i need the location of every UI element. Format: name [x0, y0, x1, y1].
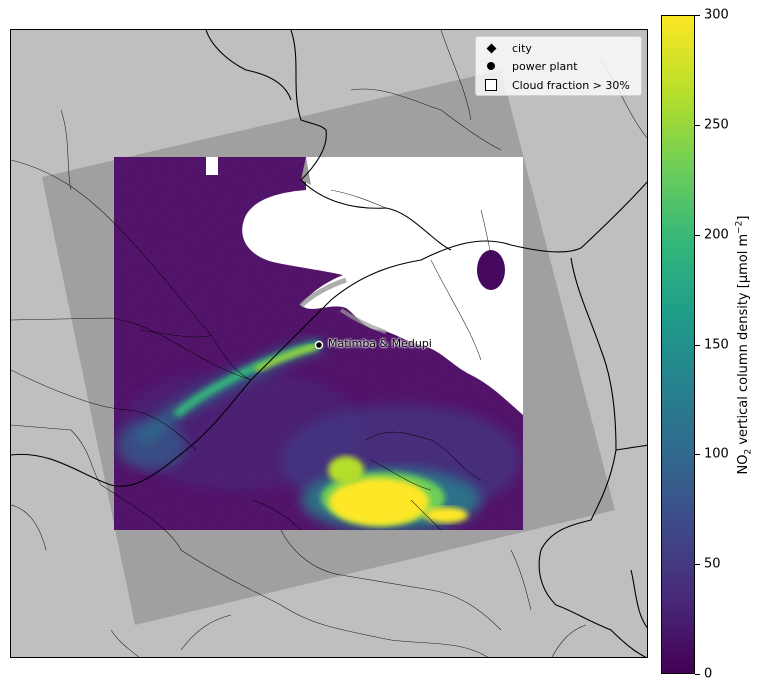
colorbar-tick-mark	[695, 674, 700, 675]
colorbar	[661, 15, 695, 674]
colorbar-title-rest: vertical column density [µmol m	[735, 233, 751, 449]
map-panel	[10, 29, 648, 658]
colorbar-tick-label: 50	[704, 556, 721, 572]
legend-label: city	[512, 41, 532, 55]
legend-item-cloud-fraction: Cloud fraction > 30%	[484, 77, 630, 93]
colorbar-tick-mark	[695, 564, 700, 566]
admin-boundaries	[11, 30, 647, 657]
colorbar-title: NO2 vertical column density [µmol m−2]	[735, 216, 754, 475]
colorbar-title-sup: −2	[734, 220, 745, 234]
colorbar-tick-mark	[695, 454, 700, 456]
no2-field	[114, 157, 523, 530]
circle-icon	[484, 59, 498, 73]
colorbar-tick-label: 200	[704, 227, 729, 243]
country-borders	[11, 30, 647, 657]
colorbar-tick-label: 0	[704, 666, 713, 682]
cloud-mask	[242, 157, 523, 415]
colorbar-tick-label: 250	[704, 117, 729, 133]
colorbar-title-end: ]	[735, 215, 751, 221]
colorbar-tick-label: 300	[704, 7, 729, 23]
power-plant-marker[interactable]	[314, 340, 324, 350]
power-plant-label: Matimba & Medupi	[328, 337, 432, 350]
map-legend: city power plant Cloud fraction > 30%	[475, 36, 642, 96]
colorbar-tick-mark	[695, 15, 700, 16]
colorbar-tick-mark	[695, 234, 700, 236]
legend-label: power plant	[512, 59, 578, 73]
colorbar-title-main: NO	[735, 454, 751, 475]
colorbar-tick-mark	[695, 344, 700, 346]
map-canvas	[11, 30, 647, 657]
legend-label: Cloud fraction > 30%	[512, 78, 630, 92]
legend-item-city: city	[484, 40, 532, 56]
colorbar-tick-mark	[695, 124, 700, 126]
square-icon	[484, 78, 498, 92]
diamond-icon	[484, 41, 498, 55]
colorbar-tick-label: 150	[704, 337, 729, 352]
colorbar-tick-label: 100	[704, 446, 729, 462]
legend-item-power-plant: power plant	[484, 58, 578, 74]
colorbar-title-sub: 2	[743, 448, 754, 455]
